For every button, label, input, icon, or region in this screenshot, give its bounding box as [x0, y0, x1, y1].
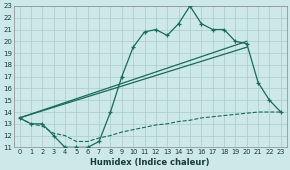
X-axis label: Humidex (Indice chaleur): Humidex (Indice chaleur) — [90, 158, 210, 167]
